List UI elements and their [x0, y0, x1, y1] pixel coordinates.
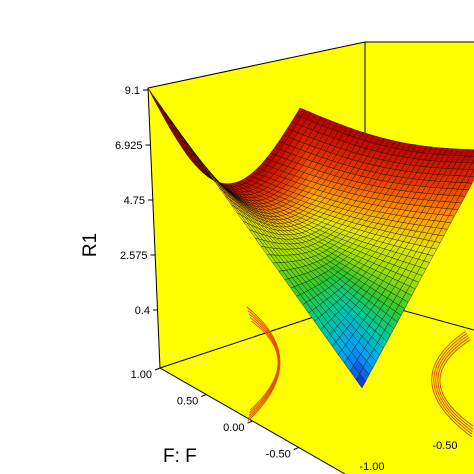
x-tick-label: -0.50	[266, 449, 291, 461]
y-tick-label: -1.00	[359, 461, 384, 473]
x-tick-label: 0.00	[223, 422, 244, 434]
x-tick-mark	[247, 420, 253, 424]
floor	[160, 300, 474, 474]
y-axis: -1.00 -0.50	[359, 440, 457, 473]
z-tick-label: 2.575	[120, 250, 148, 262]
surface-cell	[466, 176, 474, 184]
contour-line	[439, 339, 474, 427]
contour-line	[431, 330, 473, 438]
contour-line	[435, 335, 473, 432]
z-tick-label: 9.1	[125, 85, 140, 97]
contour-line	[246, 306, 281, 422]
x-tick-mark	[201, 394, 207, 397]
surface-cell	[464, 169, 474, 177]
z-tick-label: 4.75	[124, 195, 145, 207]
floor-contours	[246, 306, 474, 438]
surface-cell	[466, 156, 474, 164]
x-tick-mark	[154, 367, 161, 371]
x-axis: 1.000.500.00-0.50-1.00	[131, 367, 345, 474]
x-axis-title: F: F	[163, 446, 197, 467]
surface-cell	[468, 162, 474, 170]
y-tick-label: -0.50	[432, 440, 457, 452]
z-axis-title: R1	[80, 233, 101, 257]
response-surface	[147, 87, 474, 389]
contour-line	[433, 332, 473, 435]
surface-cell	[470, 149, 474, 157]
z-tick-label: 0.4	[135, 305, 150, 317]
x-tick-mark	[293, 447, 299, 450]
contour-line	[247, 310, 280, 419]
surface-cell	[465, 149, 474, 157]
z-tick-label: 6.925	[115, 140, 143, 152]
contour-line	[437, 337, 474, 430]
x-tick-label: 0.50	[177, 396, 198, 408]
x-tick-label: 1.00	[131, 369, 152, 381]
z-axis: 9.1 6.925 4.75 2.575 0.4	[115, 85, 158, 317]
